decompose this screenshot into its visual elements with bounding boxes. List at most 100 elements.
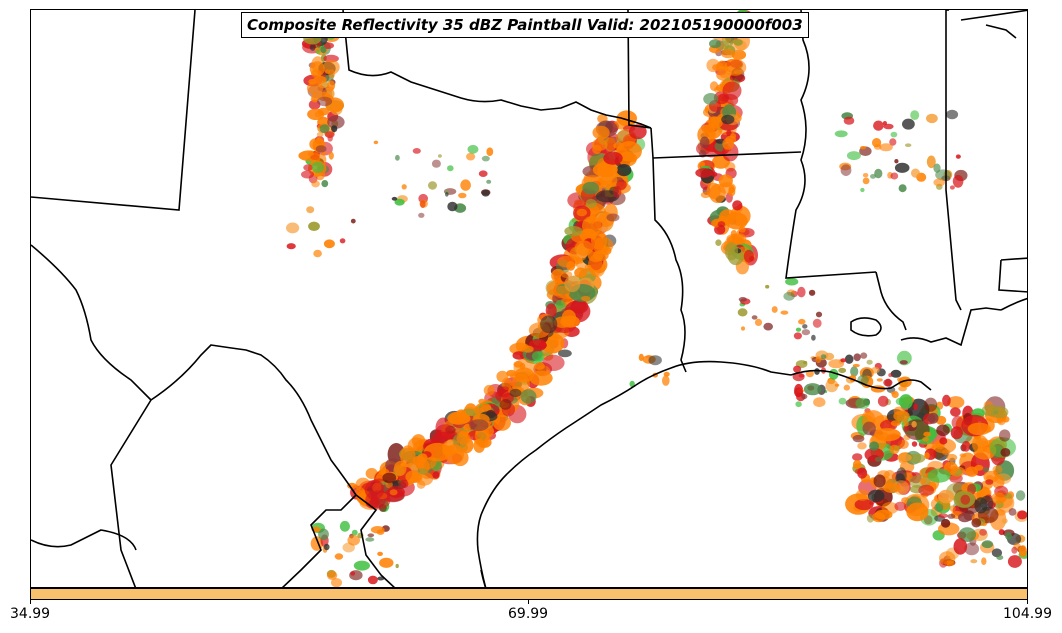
reflectivity-blob (843, 384, 850, 391)
reflectivity-blob (958, 527, 976, 542)
reflectivity-blob (473, 407, 484, 414)
reflectivity-blob (903, 420, 909, 427)
reflectivity-blob (866, 359, 873, 365)
reflectivity-blob (722, 138, 735, 150)
reflectivity-blob (320, 46, 327, 54)
reflectivity-blob (846, 151, 861, 161)
reflectivity-blob (400, 445, 416, 468)
reflectivity-blob (876, 378, 883, 382)
colorbar-tick-mark (30, 600, 31, 604)
border-ms-top (985, 24, 1017, 39)
reflectivity-blob (401, 184, 407, 190)
reflectivity-blob (585, 198, 597, 208)
reflectivity-blob (854, 499, 874, 511)
reflectivity-blob (797, 286, 806, 298)
reflectivity-blob (437, 154, 442, 158)
state-border-ar-tx (650, 127, 687, 373)
reflectivity-blob (951, 415, 964, 430)
reflectivity-blob (613, 185, 622, 198)
reflectivity-blob (286, 243, 296, 250)
reflectivity-blob (926, 113, 938, 124)
reflectivity-blob (1018, 545, 1027, 558)
reflectivity-blob (908, 453, 926, 464)
reflectivity-blob (862, 173, 869, 178)
reflectivity-blob (793, 365, 802, 373)
reflectivity-blob (416, 480, 426, 489)
reflectivity-blob (738, 226, 746, 233)
reflectivity-blob (733, 39, 743, 46)
reflectivity-blob (894, 501, 906, 511)
reflectivity-blob (991, 492, 1006, 505)
reflectivity-blob (874, 456, 882, 462)
reflectivity-blob (351, 529, 358, 536)
reflectivity-blob (509, 388, 522, 398)
reflectivity-blob (1011, 546, 1018, 554)
reflectivity-blob (1007, 555, 1022, 568)
reflectivity-blob (316, 137, 322, 143)
reflectivity-blob (853, 353, 861, 362)
reflectivity-blob (882, 121, 888, 126)
reflectivity-blob (628, 124, 647, 140)
reflectivity-blob (395, 563, 399, 569)
reflectivity-blob (316, 132, 324, 137)
colorbar-tick-mark (1027, 600, 1028, 604)
state-border-ms-river (785, 10, 877, 279)
reflectivity-blob (722, 81, 742, 100)
reflectivity-blob (723, 58, 747, 76)
reflectivity-blob (801, 329, 811, 336)
reflectivity-blob (474, 427, 490, 444)
reflectivity-blob (695, 168, 713, 178)
reflectivity-blob (334, 553, 344, 560)
reflectivity-blob (798, 318, 806, 325)
reflectivity-blob (874, 168, 883, 179)
reflectivity-blob (855, 397, 870, 409)
state-border-nm-tx (31, 10, 196, 211)
reflectivity-blob (419, 199, 428, 208)
reflectivity-blob (980, 495, 994, 511)
reflectivity-blob (889, 444, 900, 455)
reflectivity-blob (512, 351, 526, 360)
state-border-ok-tx (342, 10, 652, 129)
reflectivity-blob (481, 155, 490, 162)
reflectivity-blob (899, 360, 908, 365)
reflectivity-blob (447, 201, 458, 212)
reflectivity-blob (867, 489, 885, 503)
reflectivity-blob (309, 43, 316, 51)
reflectivity-blob (432, 471, 440, 479)
reflectivity-blob (911, 168, 920, 178)
reflectivity-blob (604, 137, 617, 152)
reflectivity-blob (616, 164, 632, 177)
reflectivity-blob (946, 453, 958, 462)
reflectivity-blob (327, 115, 345, 129)
reflectivity-blob (719, 209, 736, 225)
reflectivity-blob (1002, 416, 1010, 423)
reflectivity-blob (726, 129, 732, 137)
reflectivity-blob (751, 315, 758, 320)
reflectivity-blob (911, 441, 918, 447)
reflectivity-blob (709, 39, 721, 49)
reflectivity-blob (898, 385, 907, 392)
country-border-mx-1 (110, 399, 152, 587)
reflectivity-blob (311, 180, 320, 188)
reflectivity-blob (308, 221, 320, 231)
reflectivity-blob (324, 131, 335, 138)
reflectivity-blob (715, 239, 722, 246)
reflectivity-blob (888, 373, 893, 378)
reflectivity-blob (812, 318, 822, 328)
reflectivity-blob (311, 161, 324, 173)
reflectivity-blob (771, 306, 778, 313)
reflectivity-blob (891, 390, 899, 399)
reflectivity-blob (724, 242, 739, 261)
tamaulipas-border (355, 494, 396, 587)
reflectivity-blob (303, 164, 313, 172)
reflectivity-blob (730, 133, 737, 139)
reflectivity-blob (873, 474, 886, 488)
reflectivity-blob (959, 453, 967, 458)
reflectivity-blob (582, 216, 602, 237)
state-border-ar-la (652, 151, 802, 159)
reflectivity-blob (349, 570, 363, 581)
coastline-texas (476, 360, 792, 587)
reflectivity-blob (365, 537, 375, 542)
reflectivity-blob (950, 407, 961, 417)
reflectivity-blob (306, 81, 324, 95)
